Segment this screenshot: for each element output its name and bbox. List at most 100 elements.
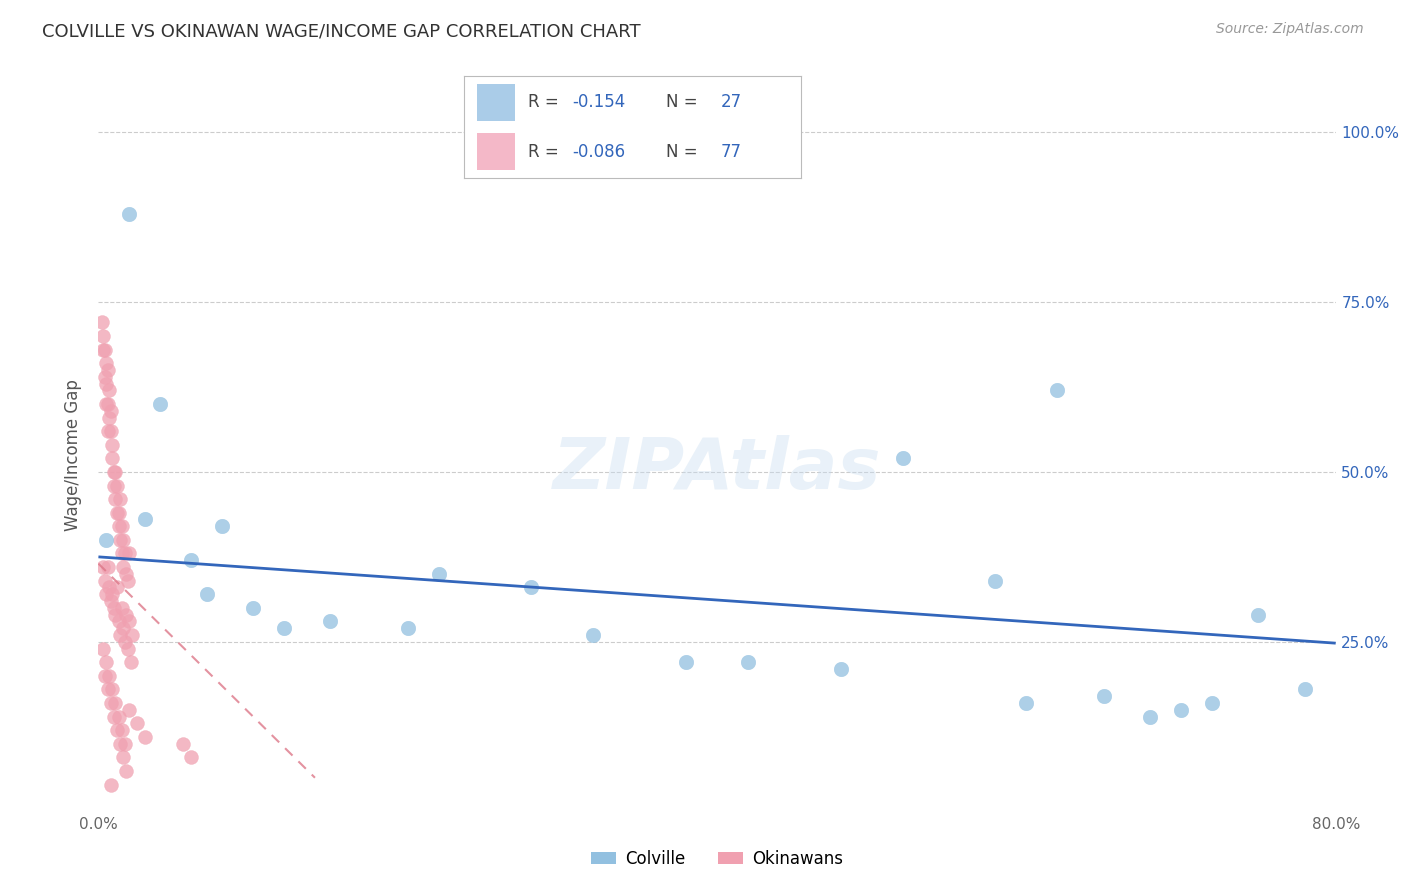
Point <box>111 600 134 615</box>
Text: 27: 27 <box>720 94 741 112</box>
Text: ZIPAtlas: ZIPAtlas <box>553 434 882 504</box>
Point <box>96 397 118 411</box>
Point <box>101 438 124 452</box>
Point <box>118 207 141 221</box>
Y-axis label: Wage/Income Gap: Wage/Income Gap <box>65 379 83 531</box>
Point <box>101 682 124 697</box>
Point <box>118 703 141 717</box>
Point <box>582 628 605 642</box>
Point <box>112 621 135 635</box>
Point <box>1170 703 1192 717</box>
Point <box>90 315 112 329</box>
Point <box>1015 696 1038 710</box>
Point <box>112 533 135 547</box>
Text: Source: ZipAtlas.com: Source: ZipAtlas.com <box>1216 22 1364 37</box>
Point <box>117 574 139 588</box>
Point <box>1294 682 1316 697</box>
Point <box>111 546 134 560</box>
Point <box>91 641 114 656</box>
Point <box>114 737 136 751</box>
Point <box>100 778 122 792</box>
Point <box>103 478 125 492</box>
Point <box>173 737 195 751</box>
Point <box>105 478 128 492</box>
Text: N =: N = <box>666 143 703 161</box>
Point <box>1139 709 1161 723</box>
Point <box>93 343 115 357</box>
Point <box>118 546 141 560</box>
Point <box>107 506 129 520</box>
Point <box>149 397 172 411</box>
Bar <box>478 84 515 121</box>
Point <box>91 343 114 357</box>
Point <box>396 621 419 635</box>
Point <box>104 492 127 507</box>
Point <box>103 709 125 723</box>
Point <box>91 560 114 574</box>
Point <box>1046 384 1069 398</box>
Text: N =: N = <box>666 94 703 112</box>
Point <box>97 682 120 697</box>
Point <box>830 662 852 676</box>
Point <box>1247 607 1270 622</box>
Point <box>111 723 134 738</box>
Point <box>107 519 129 533</box>
Point <box>97 397 120 411</box>
Point <box>114 635 136 649</box>
Point <box>134 512 156 526</box>
Point <box>118 615 141 629</box>
Point <box>319 615 342 629</box>
Point <box>93 574 115 588</box>
Point <box>111 519 134 533</box>
Point <box>107 709 129 723</box>
Text: COLVILLE VS OKINAWAN WAGE/INCOME GAP CORRELATION CHART: COLVILLE VS OKINAWAN WAGE/INCOME GAP COR… <box>42 22 641 40</box>
Bar <box>478 133 515 170</box>
Point <box>180 750 202 764</box>
Point <box>115 764 138 778</box>
Point <box>100 594 122 608</box>
Point <box>121 628 143 642</box>
Point <box>112 750 135 764</box>
Point <box>96 533 118 547</box>
Point <box>891 451 914 466</box>
Text: 77: 77 <box>720 143 741 161</box>
Point <box>127 716 149 731</box>
Point <box>107 615 129 629</box>
Point <box>100 696 122 710</box>
Point <box>114 546 136 560</box>
Point <box>98 384 121 398</box>
Point <box>737 655 759 669</box>
Point <box>427 566 450 581</box>
Point <box>96 376 118 391</box>
Point <box>103 600 125 615</box>
Point <box>96 587 118 601</box>
Point <box>273 621 295 635</box>
Point <box>211 519 233 533</box>
Point <box>105 581 128 595</box>
Point <box>97 560 120 574</box>
Point <box>112 560 135 574</box>
Point <box>98 581 121 595</box>
Point <box>520 581 543 595</box>
Point <box>93 669 115 683</box>
Point <box>101 451 124 466</box>
Point <box>104 607 127 622</box>
Point <box>180 553 202 567</box>
Point <box>242 600 264 615</box>
Point <box>100 403 122 417</box>
Text: -0.154: -0.154 <box>572 94 626 112</box>
Point <box>108 737 131 751</box>
Point <box>195 587 218 601</box>
Point <box>115 607 138 622</box>
Legend: Colville, Okinawans: Colville, Okinawans <box>585 844 849 875</box>
Point <box>115 566 138 581</box>
Point <box>108 533 131 547</box>
Point <box>98 669 121 683</box>
Point <box>97 363 120 377</box>
Point <box>98 410 121 425</box>
Point <box>104 696 127 710</box>
Point <box>96 655 118 669</box>
Point <box>97 424 120 438</box>
Point <box>96 356 118 370</box>
Point <box>120 655 142 669</box>
